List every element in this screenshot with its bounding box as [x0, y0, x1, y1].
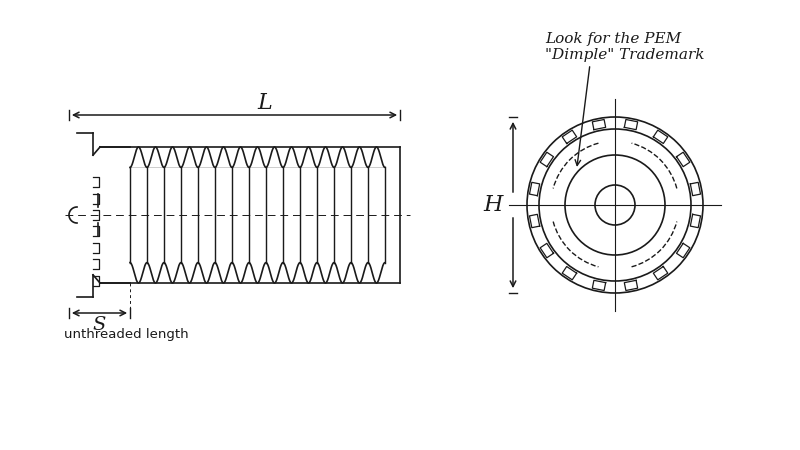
Text: unthreaded length: unthreaded length [64, 328, 189, 341]
Text: H: H [484, 194, 503, 216]
Text: L: L [257, 92, 272, 114]
Text: S: S [93, 316, 106, 334]
Text: Look for the PEM
"Dimple" Trademark: Look for the PEM "Dimple" Trademark [545, 32, 705, 62]
